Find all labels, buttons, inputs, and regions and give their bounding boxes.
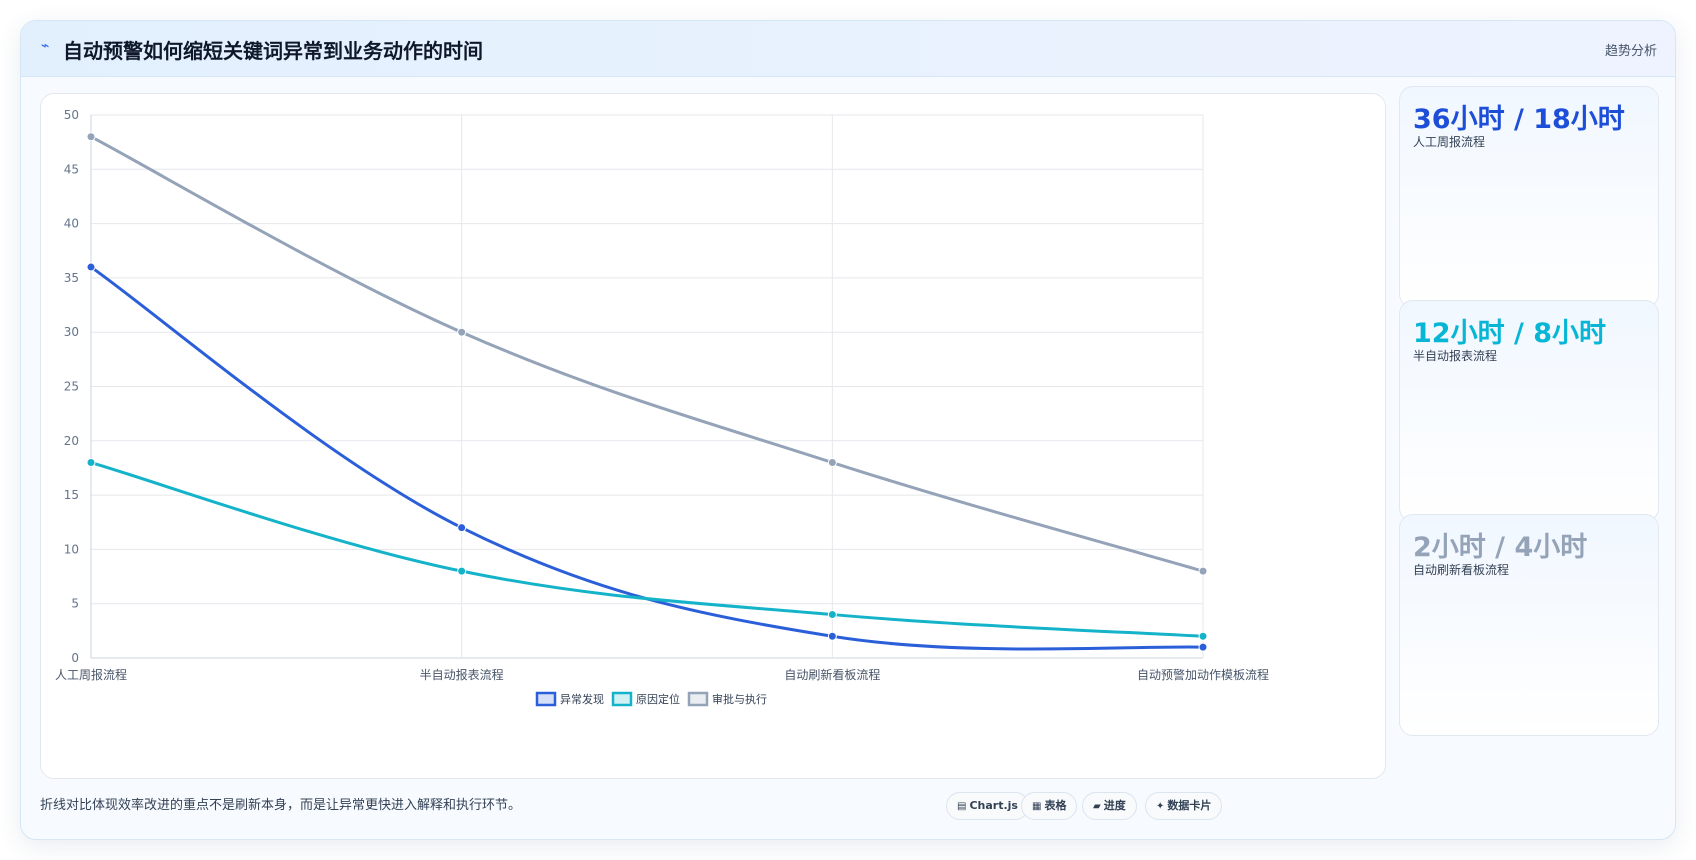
progress-icon: ▰: [1093, 801, 1101, 812]
legend-swatch: [535, 691, 557, 707]
stat-label: 自动刷新看板流程: [1413, 563, 1510, 577]
y-tick-label: 50: [64, 108, 79, 122]
data-point: [1198, 642, 1208, 652]
y-tick-label: 20: [64, 434, 79, 448]
y-tick-label: 15: [64, 488, 79, 502]
y-tick-label: 40: [64, 217, 79, 231]
data-point: [827, 610, 837, 620]
legend-label: 原因定位: [636, 692, 680, 706]
stat-card-semi-auto: 12小时 / 8小时 半自动报表流程: [1399, 300, 1659, 522]
legend-label: 审批与执行: [712, 692, 767, 706]
chart-icon: ▤: [957, 801, 967, 812]
y-tick-label: 0: [71, 651, 79, 665]
pill-label: 数据卡片: [1167, 799, 1212, 812]
data-point: [457, 523, 467, 533]
data-point: [457, 327, 467, 337]
card-header: ⌁ 自动预警如何缩短关键词异常到业务动作的时间 趋势分析: [21, 21, 1675, 77]
data-point: [827, 458, 837, 468]
pill-data-card[interactable]: ✦ 数据卡片: [1145, 792, 1223, 820]
stat-card-manual: 36小时 / 18小时 人工周报流程: [1399, 86, 1659, 308]
pill-table[interactable]: ▦ 表格: [1021, 792, 1078, 820]
y-tick-label: 25: [64, 380, 79, 394]
series-line: [90, 461, 1204, 638]
footer-note: 折线对比体现效率改进的重点不是刷新本身，而是让异常更快进入解释和执行环节。: [40, 798, 522, 813]
data-point: [1198, 566, 1208, 576]
stat-value: 12小时 / 8小时: [1413, 318, 1607, 349]
y-tick-label: 5: [71, 597, 79, 611]
data-point: [457, 566, 467, 576]
legend-swatch: [687, 691, 709, 707]
data-point: [86, 458, 96, 468]
stat-label: 人工周报流程: [1413, 135, 1486, 149]
stat-value: 36小时 / 18小时: [1413, 104, 1625, 135]
trend-analysis-tag: 趋势分析: [1604, 44, 1657, 59]
pill-label: 表格: [1044, 799, 1067, 812]
table-icon: ▦: [1032, 801, 1042, 812]
legend-swatch: [611, 691, 633, 707]
pill-label: 进度: [1103, 799, 1126, 812]
legend-label: 异常发现: [560, 692, 604, 706]
y-tick-label: 45: [64, 162, 79, 176]
series-line: [90, 135, 1204, 573]
data-point: [86, 262, 96, 272]
x-tick-label: 半自动报表流程: [420, 667, 504, 682]
pill-progress[interactable]: ▰ 进度: [1082, 792, 1137, 820]
pill-chartjs[interactable]: ▤ Chart.js: [946, 792, 1029, 820]
data-point: [86, 132, 96, 142]
sparkle-icon: ✦: [1156, 801, 1165, 812]
stat-value: 2小时 / 4小时: [1413, 532, 1588, 563]
pill-label: Chart.js: [969, 799, 1018, 812]
stat-label: 半自动报表流程: [1413, 349, 1498, 363]
x-tick-label: 自动预警加动作模板流程: [1137, 667, 1269, 682]
data-point: [827, 631, 837, 641]
y-tick-label: 10: [64, 542, 79, 556]
chart-card: ⌁ 自动预警如何缩短关键词异常到业务动作的时间 趋势分析 0 5 10 15 20 25 3…: [20, 20, 1676, 840]
x-tick-label: 自动刷新看板流程: [784, 667, 880, 682]
data-point: [1198, 631, 1208, 641]
line-chart: 0 5 10 15 20 25 30 35 40 45 50 人工周报流程 半自动报表流程 自动刷新看板流…: [55, 108, 1269, 707]
stat-card-auto-dashboard: 2小时 / 4小时 自动刷新看板流程: [1399, 514, 1659, 736]
series-line: [90, 265, 1204, 651]
card-title: 自动预警如何缩短关键词异常到业务动作的时间: [63, 39, 483, 63]
chart-panel: 0 5 10 15 20 25 30 35 40 45 50 人工周报流程 半自动报表流程 自动刷新看板流…: [40, 93, 1386, 779]
y-tick-label: 35: [64, 271, 79, 285]
y-tick-label: 30: [64, 325, 79, 339]
pulse-icon: ⌁: [41, 38, 50, 54]
x-tick-label: 人工周报流程: [55, 667, 127, 682]
